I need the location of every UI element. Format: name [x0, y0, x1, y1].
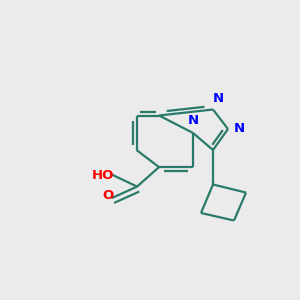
Text: N: N [213, 92, 224, 105]
Text: N: N [234, 122, 245, 135]
Text: HO: HO [92, 169, 114, 182]
Text: N: N [187, 114, 199, 128]
Text: O: O [103, 189, 114, 202]
